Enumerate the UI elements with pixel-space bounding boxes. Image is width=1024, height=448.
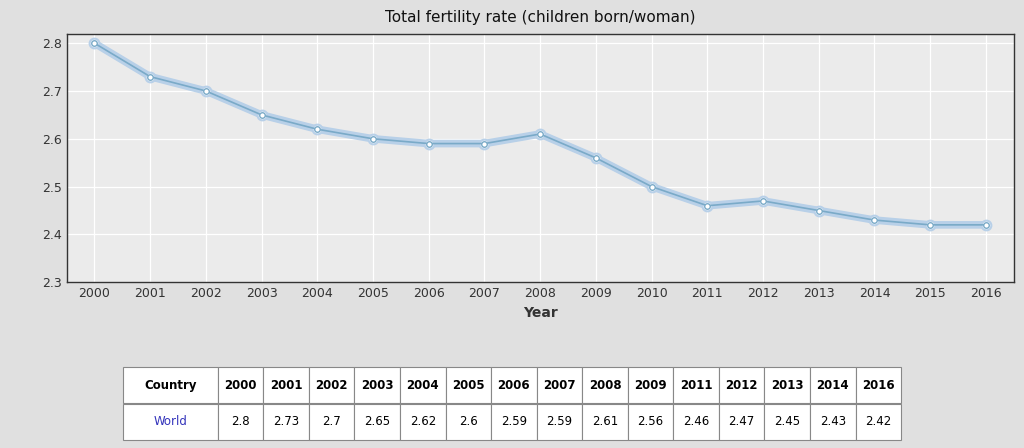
Text: 2009: 2009 — [634, 379, 667, 392]
Bar — [123, 404, 218, 439]
Bar — [309, 367, 354, 403]
Text: 2013: 2013 — [771, 379, 804, 392]
Text: Country: Country — [144, 379, 197, 392]
Bar — [719, 404, 765, 439]
Title: Total fertility rate (children born/woman): Total fertility rate (children born/woma… — [385, 10, 695, 26]
Text: 2.65: 2.65 — [365, 415, 390, 428]
Bar — [218, 404, 263, 439]
X-axis label: Year: Year — [523, 306, 557, 320]
Bar — [354, 404, 400, 439]
Text: 2011: 2011 — [680, 379, 713, 392]
Bar — [856, 367, 901, 403]
Bar — [719, 367, 765, 403]
Text: 2.59: 2.59 — [501, 415, 527, 428]
Bar — [400, 367, 445, 403]
Text: 2.42: 2.42 — [865, 415, 892, 428]
Text: 2004: 2004 — [407, 379, 439, 392]
Legend: World: World — [506, 380, 574, 405]
Text: 2014: 2014 — [816, 379, 849, 392]
Bar — [492, 367, 537, 403]
Bar — [765, 367, 810, 403]
Text: 2006: 2006 — [498, 379, 530, 392]
Text: 2.61: 2.61 — [592, 415, 618, 428]
Bar — [309, 404, 354, 439]
Text: 2016: 2016 — [862, 379, 895, 392]
Bar — [123, 367, 218, 403]
Text: World: World — [154, 415, 187, 428]
Bar — [628, 367, 674, 403]
Bar — [810, 367, 856, 403]
Text: 2002: 2002 — [315, 379, 348, 392]
Bar — [674, 404, 719, 439]
Bar — [492, 404, 537, 439]
Text: 2.6: 2.6 — [459, 415, 478, 428]
Text: 2.73: 2.73 — [273, 415, 299, 428]
Bar — [674, 367, 719, 403]
Text: 2.46: 2.46 — [683, 415, 710, 428]
Bar — [445, 367, 492, 403]
Text: 2.8: 2.8 — [231, 415, 250, 428]
Text: 2.62: 2.62 — [410, 415, 436, 428]
Text: 2.47: 2.47 — [728, 415, 755, 428]
Text: 2003: 2003 — [361, 379, 393, 392]
Bar — [218, 367, 263, 403]
Bar — [583, 404, 628, 439]
Bar — [537, 367, 583, 403]
Text: 2.59: 2.59 — [547, 415, 572, 428]
Text: 2.43: 2.43 — [820, 415, 846, 428]
Text: 2000: 2000 — [224, 379, 257, 392]
Bar — [400, 404, 445, 439]
Bar — [354, 367, 400, 403]
Text: 2.45: 2.45 — [774, 415, 801, 428]
Bar — [628, 404, 674, 439]
Bar — [810, 404, 856, 439]
Text: 2012: 2012 — [725, 379, 758, 392]
Text: 2.56: 2.56 — [638, 415, 664, 428]
Text: 2007: 2007 — [543, 379, 575, 392]
Text: 2001: 2001 — [270, 379, 302, 392]
Text: 2008: 2008 — [589, 379, 622, 392]
Bar — [263, 367, 309, 403]
Bar — [445, 404, 492, 439]
Bar — [263, 404, 309, 439]
Text: 2.7: 2.7 — [323, 415, 341, 428]
Bar — [765, 404, 810, 439]
Bar — [583, 367, 628, 403]
Text: 2005: 2005 — [452, 379, 484, 392]
Bar — [856, 404, 901, 439]
Bar — [537, 404, 583, 439]
